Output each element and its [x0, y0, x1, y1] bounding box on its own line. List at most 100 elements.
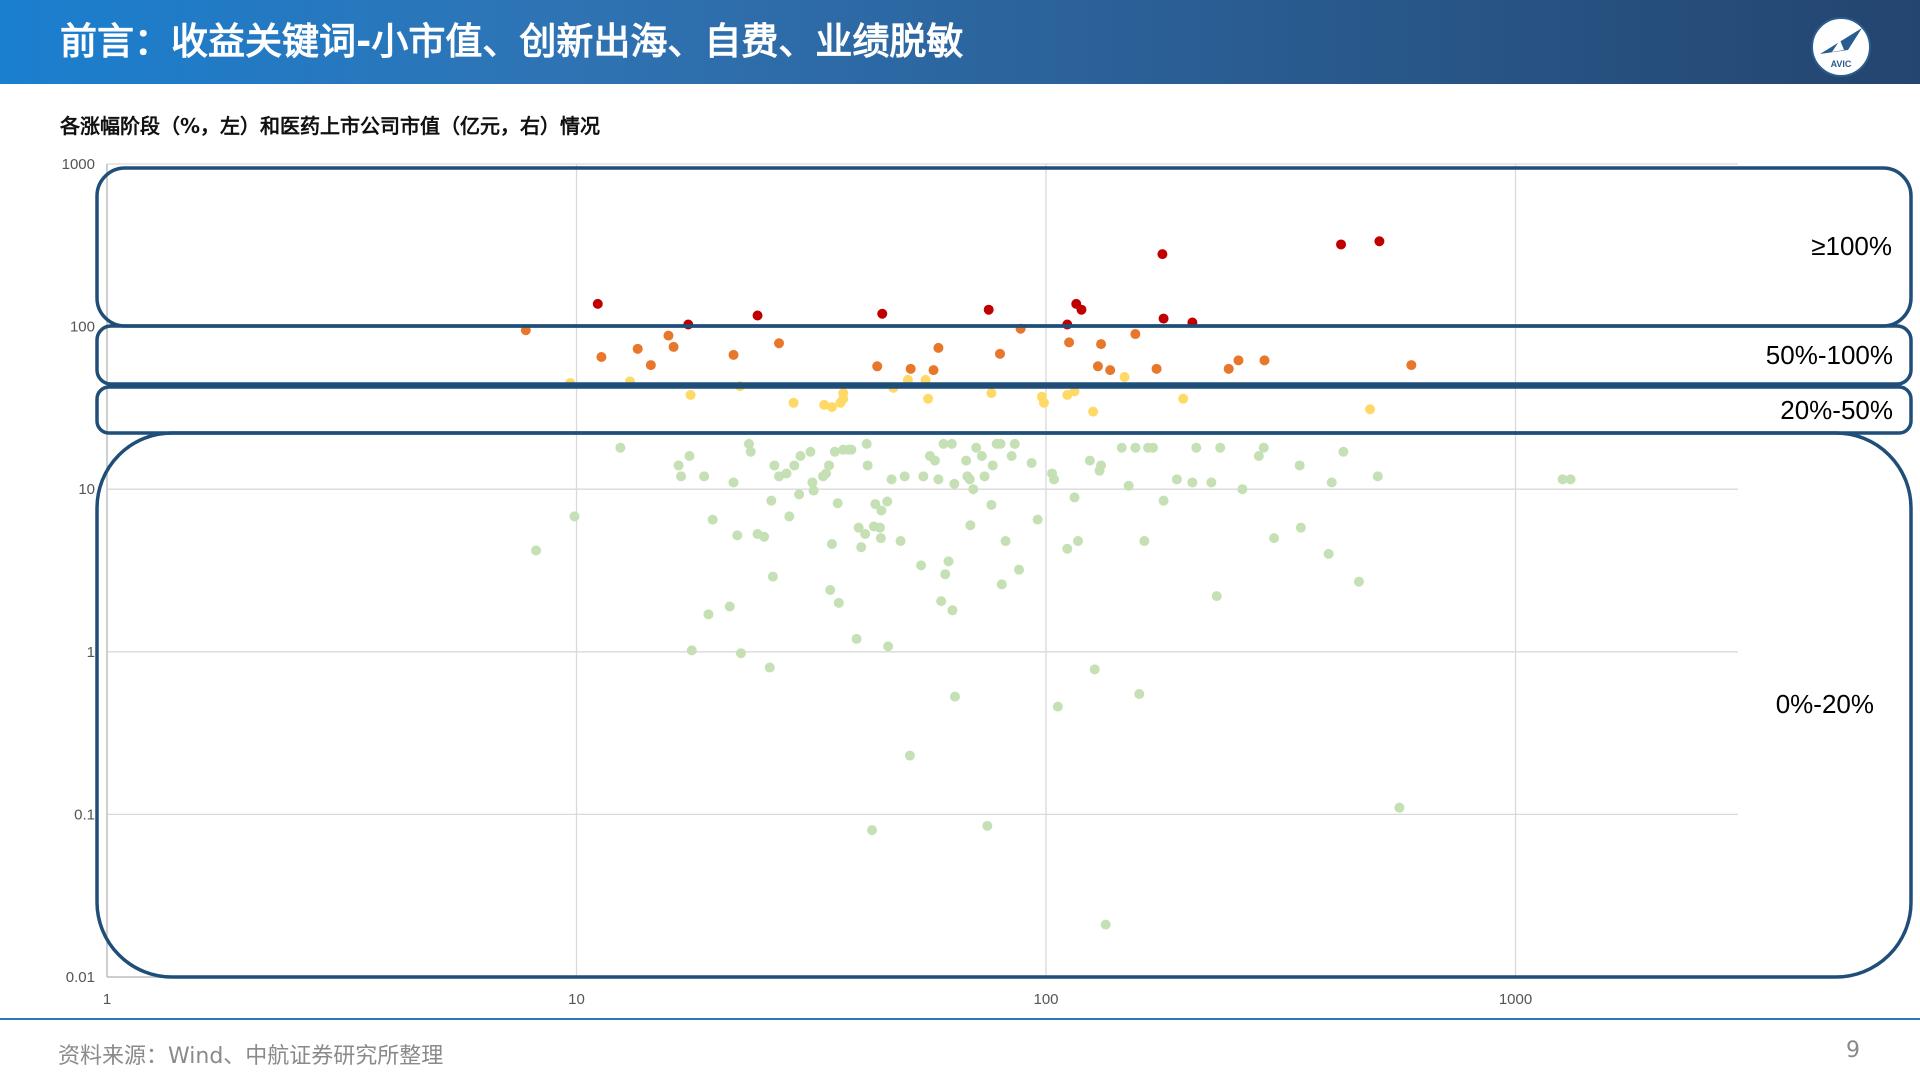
data-point [1073, 536, 1084, 547]
y-tick-label: 100 [70, 319, 95, 336]
data-point [1294, 460, 1305, 471]
data-point [895, 536, 906, 547]
data-point [531, 545, 542, 556]
data-point [983, 304, 994, 315]
scatter-chart: 1000 100 10 1 0.1 0.01 1 10 100 1000 ≥100% 50%-100… [62, 156, 1913, 1008]
data-point [1014, 564, 1025, 575]
y-tick-label: 0.1 [74, 806, 95, 823]
data-point [1187, 477, 1198, 488]
data-point [1338, 446, 1349, 457]
data-point [1269, 533, 1280, 544]
data-point [961, 455, 972, 466]
data-point [703, 609, 714, 620]
data-point [905, 363, 916, 374]
data-point [1336, 239, 1347, 250]
page-number: 9 [1846, 1038, 1860, 1063]
data-point [1038, 397, 1049, 408]
data-point [1134, 689, 1145, 700]
data-point [918, 471, 929, 482]
data-point [846, 444, 857, 455]
data-point [1158, 495, 1169, 506]
data-point [899, 471, 910, 482]
data-point [872, 361, 883, 372]
range-band-label: 50%-100% [1766, 340, 1893, 370]
x-tick-label: 10 [568, 991, 585, 1008]
data-point [928, 365, 939, 376]
data-point [743, 438, 754, 449]
data-point [947, 605, 958, 616]
data-point [1557, 474, 1568, 485]
data-point [1565, 474, 1576, 485]
data-point [774, 338, 785, 349]
data-point [964, 474, 975, 485]
grid-lines [107, 163, 1738, 978]
data-point [676, 471, 687, 482]
data-point [987, 460, 998, 471]
data-point [1123, 480, 1134, 491]
data-point [940, 569, 951, 580]
range-band-outline [95, 385, 1913, 435]
range-band-label: 0%-20% [1776, 689, 1874, 719]
data-point [1048, 474, 1059, 485]
data-point [807, 477, 818, 488]
data-point [1353, 576, 1364, 587]
source-note: 资料来源：Wind、中航证券研究所整理 [58, 1044, 444, 1069]
y-tick-label: 10 [78, 481, 95, 498]
data-point [1139, 536, 1150, 547]
data-point [1394, 802, 1405, 813]
data-point [764, 662, 775, 673]
data-point [875, 533, 886, 544]
data-point [794, 489, 805, 500]
x-tick-label: 1000 [1499, 991, 1532, 1008]
x-tick-label: 1 [103, 991, 111, 1008]
data-point [870, 499, 881, 510]
header-bar: 前言：收益关键词-小市值、创新出海、自费、业绩脱敏 AVIC [0, 0, 1920, 84]
data-point [673, 460, 684, 471]
data-point [735, 648, 746, 659]
data-point [1119, 371, 1130, 382]
data-point [1052, 701, 1063, 712]
data-point [699, 471, 710, 482]
data-point [923, 393, 934, 404]
data-point [1092, 361, 1103, 372]
data-point [825, 584, 836, 595]
data-point [877, 308, 888, 319]
data-point [732, 530, 743, 541]
data-point [1206, 477, 1217, 488]
data-point [1147, 442, 1158, 453]
data-point [824, 460, 835, 471]
data-point [826, 539, 837, 550]
data-point [904, 750, 915, 761]
data-point [916, 560, 927, 571]
data-point [994, 348, 1005, 359]
range-band-label: ≥100% [1811, 231, 1892, 261]
data-point [976, 451, 987, 462]
tick-labels: 1000 100 10 1 0.1 0.01 1 10 100 1000 [62, 156, 1533, 1008]
data-point [1100, 919, 1111, 930]
data-point [1076, 304, 1087, 315]
data-point [632, 343, 643, 354]
data-point [995, 438, 1006, 449]
range-band-outline [95, 431, 1913, 979]
data-point [832, 498, 843, 509]
data-point [1032, 514, 1043, 525]
data-point [795, 451, 806, 462]
data-point [856, 542, 867, 553]
page-title: 前言：收益关键词-小市值、创新出海、自费、业绩脱敏 [60, 20, 964, 63]
data-point [929, 455, 940, 466]
data-point [596, 352, 607, 363]
data-point [943, 556, 954, 567]
data-point [826, 402, 837, 413]
data-point [979, 471, 990, 482]
data-point [1088, 406, 1099, 417]
data-point [950, 691, 961, 702]
data-point [615, 442, 626, 453]
data-points [520, 236, 1576, 930]
data-point [724, 601, 735, 612]
footer-divider [0, 1018, 1920, 1020]
data-point [1000, 536, 1011, 547]
data-point [728, 349, 739, 360]
data-point [886, 474, 897, 485]
data-point [1326, 477, 1337, 488]
y-tick-label: 1000 [62, 156, 95, 173]
